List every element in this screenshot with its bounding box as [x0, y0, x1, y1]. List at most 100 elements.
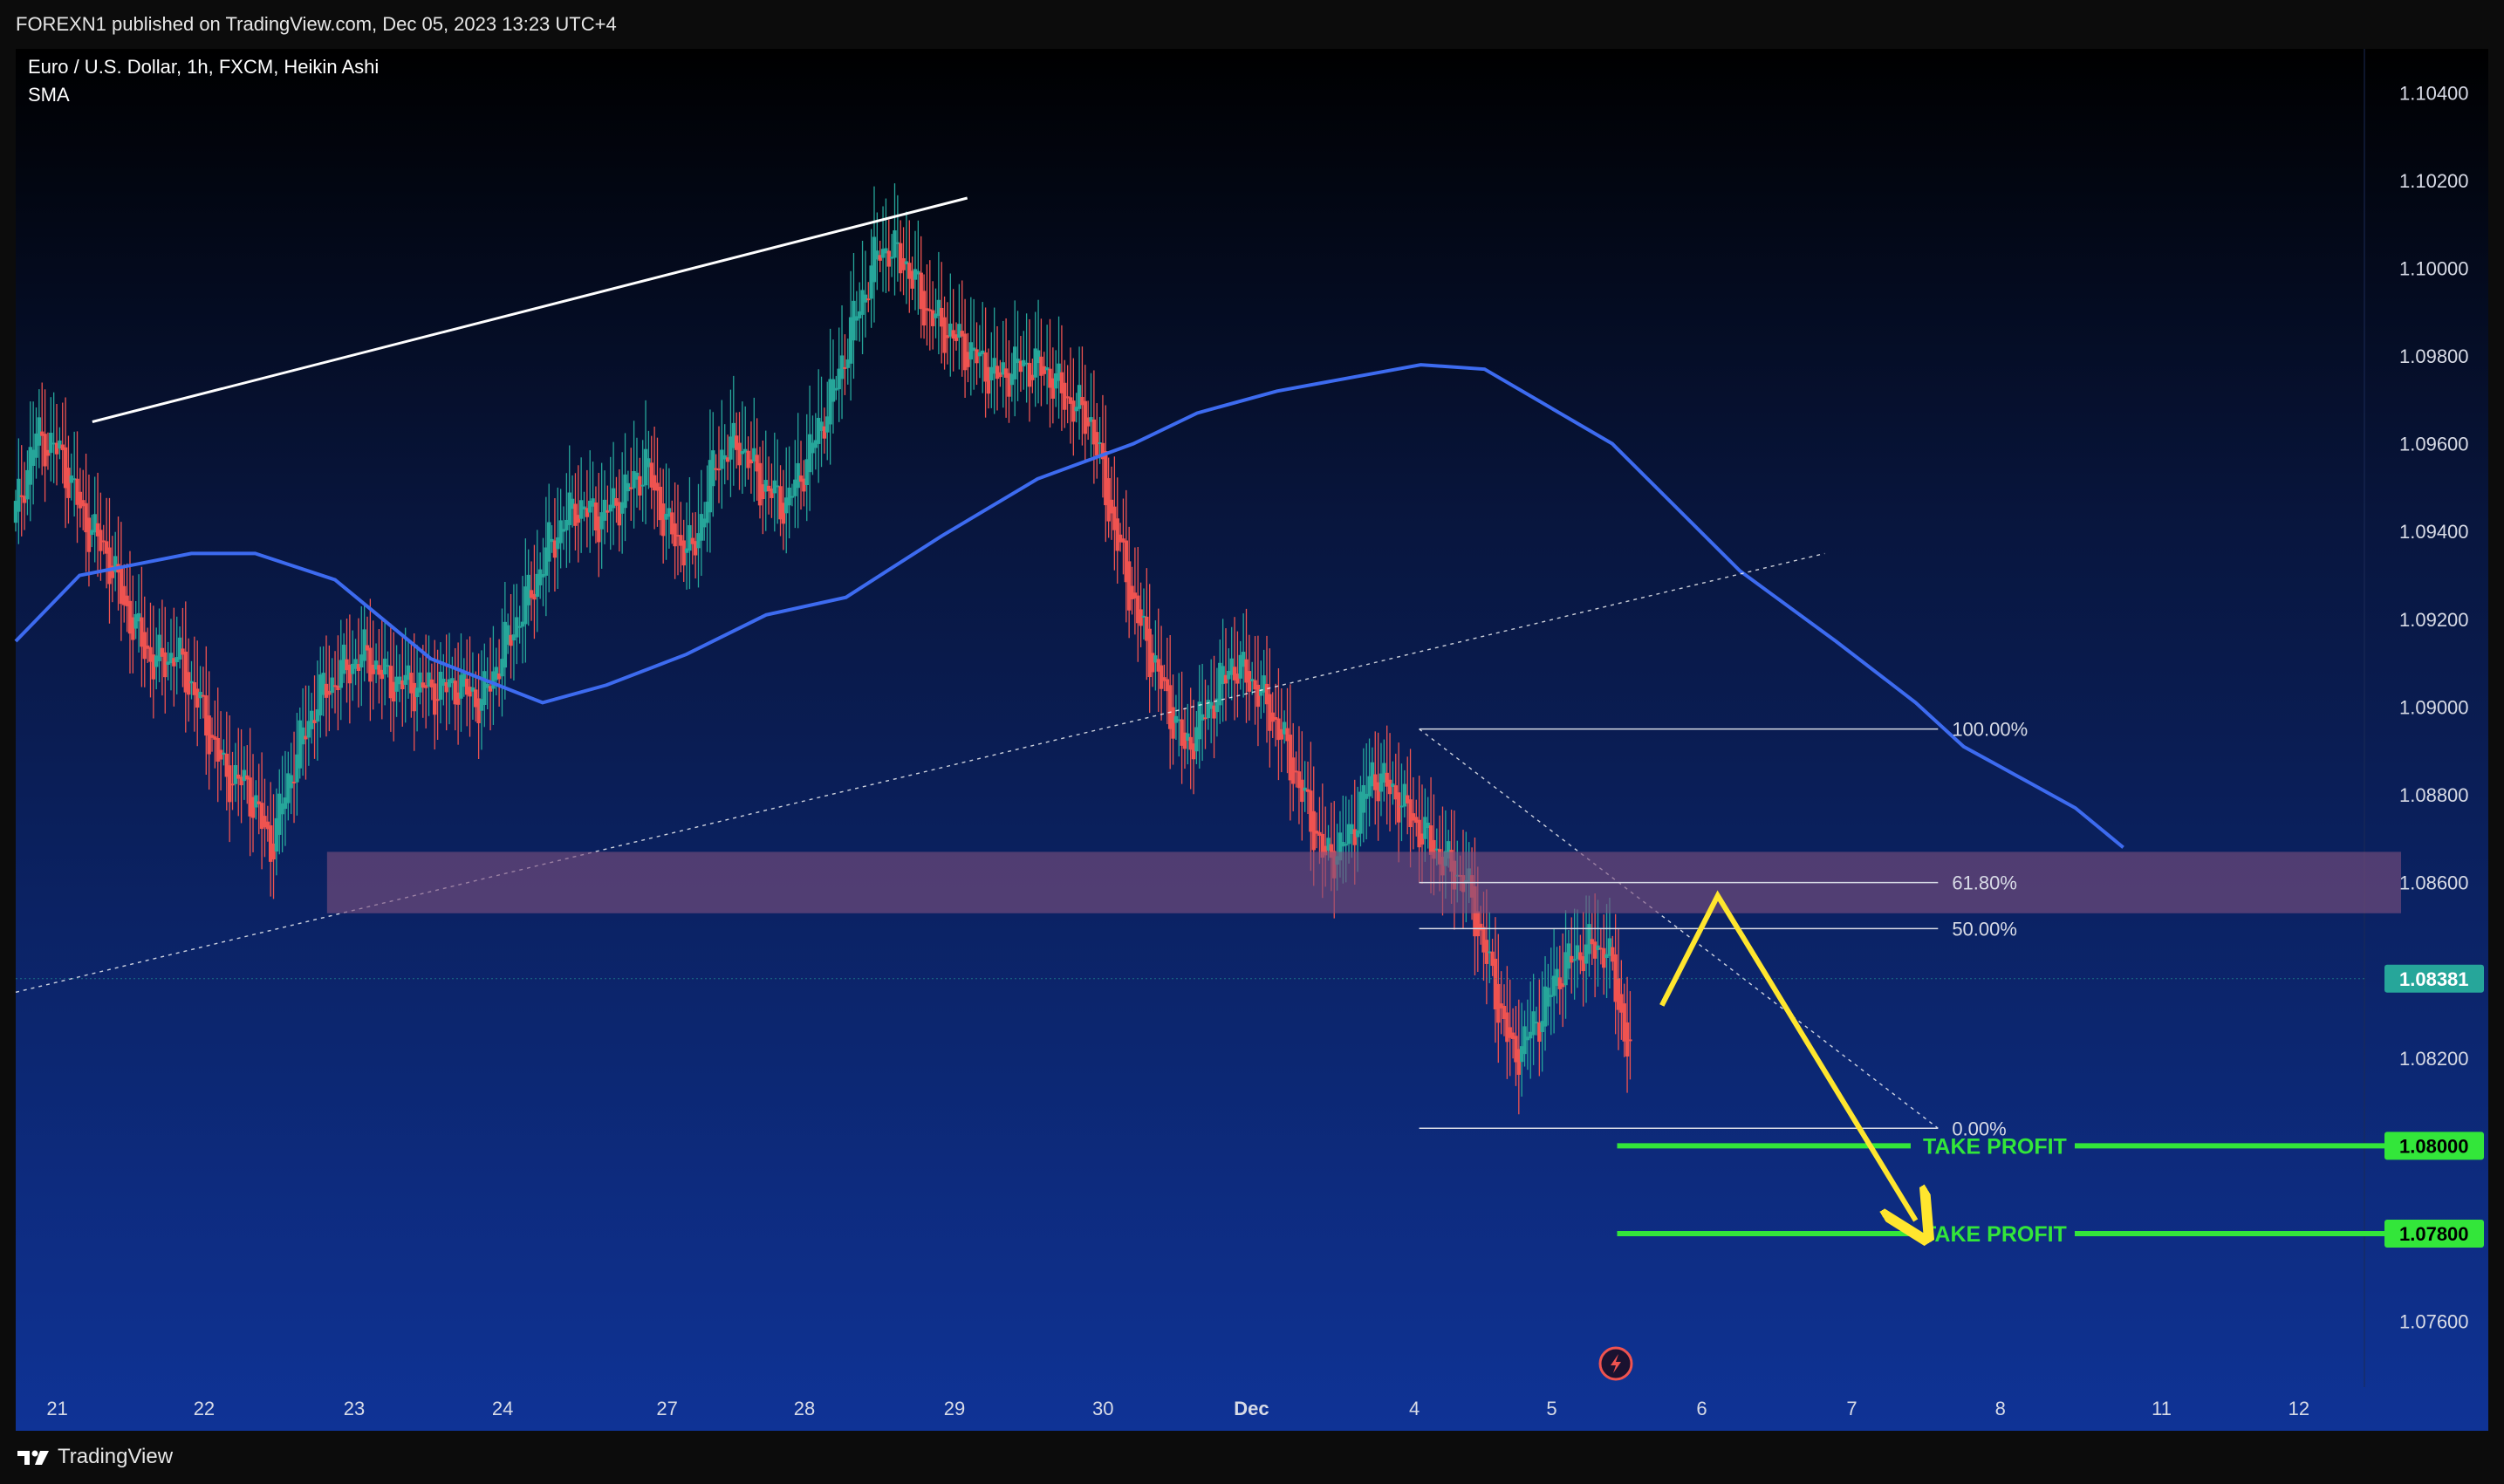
candle-body	[593, 502, 599, 531]
projection-arrow[interactable]	[1659, 890, 1916, 1221]
candle-body	[1241, 652, 1246, 667]
candle-body	[1124, 540, 1129, 583]
candle-body	[1296, 771, 1302, 789]
candle-body	[1159, 665, 1164, 689]
trendline	[92, 196, 968, 423]
candle-body	[1496, 983, 1501, 1023]
candle-body	[857, 311, 862, 318]
candle-body	[1543, 986, 1548, 1027]
candle-body	[1370, 762, 1375, 787]
candle-body	[450, 678, 455, 684]
candle-body	[716, 468, 722, 471]
candle-body	[373, 660, 379, 670]
candle-body	[763, 480, 768, 492]
candle-body	[201, 694, 206, 697]
candle-body	[705, 502, 709, 523]
candle-body	[438, 672, 443, 701]
candle-body	[468, 687, 472, 697]
candle-body	[1039, 356, 1043, 376]
candle-body	[392, 681, 396, 702]
candle-body	[1420, 833, 1425, 845]
candle-body	[1408, 799, 1413, 828]
candle-body	[1180, 719, 1184, 746]
candle-body	[1551, 975, 1556, 996]
candle-body	[966, 352, 970, 367]
candle-body	[54, 442, 59, 455]
fib-level-label: 0.00%	[1952, 1118, 2006, 1139]
candle-body	[321, 673, 325, 695]
candle-body	[99, 530, 103, 551]
candle-body	[1581, 956, 1585, 972]
tradingview-brand[interactable]: TradingView	[16, 1438, 173, 1476]
candle-body	[1250, 679, 1255, 681]
candle-body	[1514, 1036, 1518, 1063]
candle-body	[1373, 774, 1378, 790]
candle-body	[954, 334, 959, 341]
candle-body	[825, 416, 830, 433]
candle-body	[1531, 1011, 1536, 1036]
price-axis[interactable]: 1.10400 1.10200 1.10000 1.09800 1.09600 1.094…	[2384, 82, 2484, 1333]
candle-body	[688, 524, 692, 551]
time-axis[interactable]: 21 22 23 24 27 28 29 30 Dec 4 5 6 7 8 11 12	[46, 1398, 2309, 1419]
candle-body	[1145, 616, 1149, 641]
candle-body	[1091, 419, 1097, 445]
candle-body	[213, 736, 217, 740]
candle-body	[796, 462, 800, 489]
candle-body	[761, 484, 765, 500]
candle-body	[1364, 793, 1369, 799]
candle-body	[45, 449, 51, 456]
price-chart[interactable]: 100.00%61.80%50.00%0.00% TAKE PROFITTAKE…	[0, 0, 2504, 1431]
candle-body	[962, 333, 968, 371]
candle-body	[998, 372, 1002, 378]
candle-body	[1044, 367, 1050, 371]
candle-body	[177, 637, 182, 660]
candle-body	[1338, 832, 1343, 861]
lightning-icon[interactable]	[1598, 1346, 1633, 1381]
candle-body	[722, 455, 727, 460]
candle-body	[248, 777, 252, 817]
candle-body	[198, 692, 202, 699]
resistance-zone[interactable]	[326, 851, 2402, 913]
candle-body	[119, 568, 124, 605]
price-tick-label: 1.09000	[2399, 696, 2469, 718]
symbol-title: Euro / U.S. Dollar, 1h, FXCM, Heikin Ash…	[28, 56, 379, 78]
candle-body	[740, 451, 745, 455]
candle-body	[889, 256, 894, 259]
candle-body	[447, 679, 452, 687]
fibonacci-levels[interactable]: 100.00% 61.80% 50.00% 0.00%	[1419, 719, 2029, 1140]
candle-body	[520, 621, 525, 627]
candle-body	[968, 342, 974, 360]
candle-body	[145, 645, 150, 649]
sma-line	[14, 363, 2124, 849]
time-tick-label: Dec	[1234, 1398, 1269, 1419]
candle-body	[1379, 773, 1384, 792]
candle-body	[989, 366, 994, 380]
candle-body	[49, 433, 53, 454]
candle-body	[1519, 1046, 1524, 1063]
time-tick-label: 29	[944, 1398, 965, 1419]
candle-body	[1475, 911, 1480, 937]
candle-body	[819, 421, 824, 431]
candle-body	[872, 236, 877, 283]
candle-body	[476, 698, 481, 723]
candle-body	[746, 450, 750, 468]
footer-bar	[0, 1431, 2504, 1484]
candle-body	[1484, 940, 1489, 964]
candle-body	[971, 347, 976, 352]
take-profit-price-badge-bg	[2384, 1219, 2484, 1248]
candle-body	[940, 307, 944, 327]
candle-body	[957, 324, 961, 339]
candle-body	[1059, 372, 1064, 393]
price-tick-label: 1.08200	[2399, 1048, 2469, 1070]
candle-body	[1396, 792, 1401, 823]
candle-body	[186, 672, 191, 695]
candle-body	[183, 651, 188, 693]
take-profit-price-badge-bg	[2384, 1132, 2484, 1160]
take-profit-levels[interactable]: TAKE PROFIT TAKE PROFIT	[1617, 1134, 2402, 1247]
candle-body	[66, 468, 71, 498]
trendlines	[15, 196, 1939, 1129]
candle-body	[1584, 944, 1589, 964]
fib-level-label: 50.00%	[1952, 918, 2017, 940]
candle-body	[1294, 770, 1298, 773]
candle-body	[34, 433, 38, 458]
